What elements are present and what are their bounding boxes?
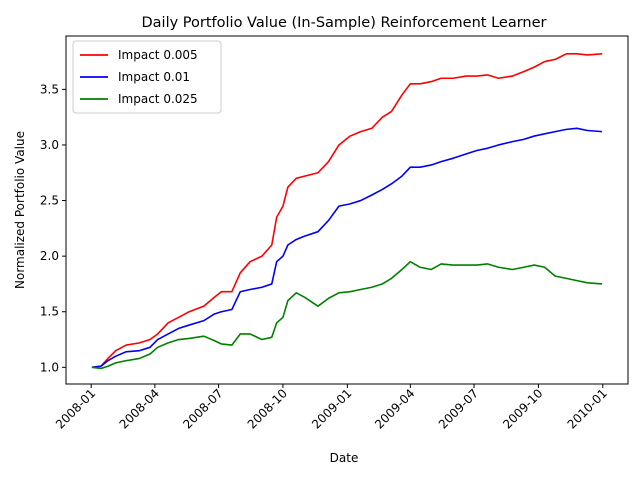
- x-tick-label: 2008-10: [245, 386, 290, 431]
- x-tick-label: 2008-07: [180, 386, 225, 431]
- y-tick-label: 3.5: [40, 82, 59, 96]
- y-tick-label: 2.0: [40, 249, 59, 263]
- x-tick-label: 2008-04: [117, 386, 162, 431]
- plot-lines: [91, 52, 603, 370]
- x-tick-label: 2008-01: [53, 386, 98, 431]
- x-tick-label: 2009-07: [436, 386, 481, 431]
- x-tick-label: 2009-10: [500, 386, 545, 431]
- legend-label-1: Impact 0.01: [118, 70, 190, 84]
- y-axis-title: Normalized Portfolio Value: [13, 131, 27, 289]
- series-line-1: [91, 127, 603, 369]
- legend-label-2: Impact 0.025: [118, 92, 198, 106]
- x-tick-label: 2009-04: [372, 386, 417, 431]
- y-tick-label: 1.5: [40, 305, 59, 319]
- y-axis-ticks: 1.0 1.5 2.0 2.5 3.0 3.5: [40, 82, 66, 374]
- x-axis-title: Date: [330, 451, 359, 465]
- y-tick-label: 1.0: [40, 360, 59, 374]
- series-line-0: [91, 52, 603, 369]
- y-tick-label: 2.5: [40, 194, 59, 208]
- legend-label-0: Impact 0.005: [118, 48, 198, 62]
- x-axis-ticks: 2008-01 2008-04 2008-07 2008-10 2009-01 2009-…: [53, 384, 610, 432]
- legend: Impact 0.005 Impact 0.01 Impact 0.025: [72, 40, 222, 114]
- x-tick-label: 2009-01: [309, 386, 354, 431]
- legend-box: [72, 40, 222, 114]
- series-line-2: [91, 260, 603, 370]
- y-tick-label: 3.0: [40, 138, 59, 152]
- plot-frame: [65, 35, 629, 385]
- chart-title: Daily Portfolio Value (In-Sample) Reinfo…: [142, 15, 547, 31]
- x-tick-label: 2010-01: [565, 386, 610, 431]
